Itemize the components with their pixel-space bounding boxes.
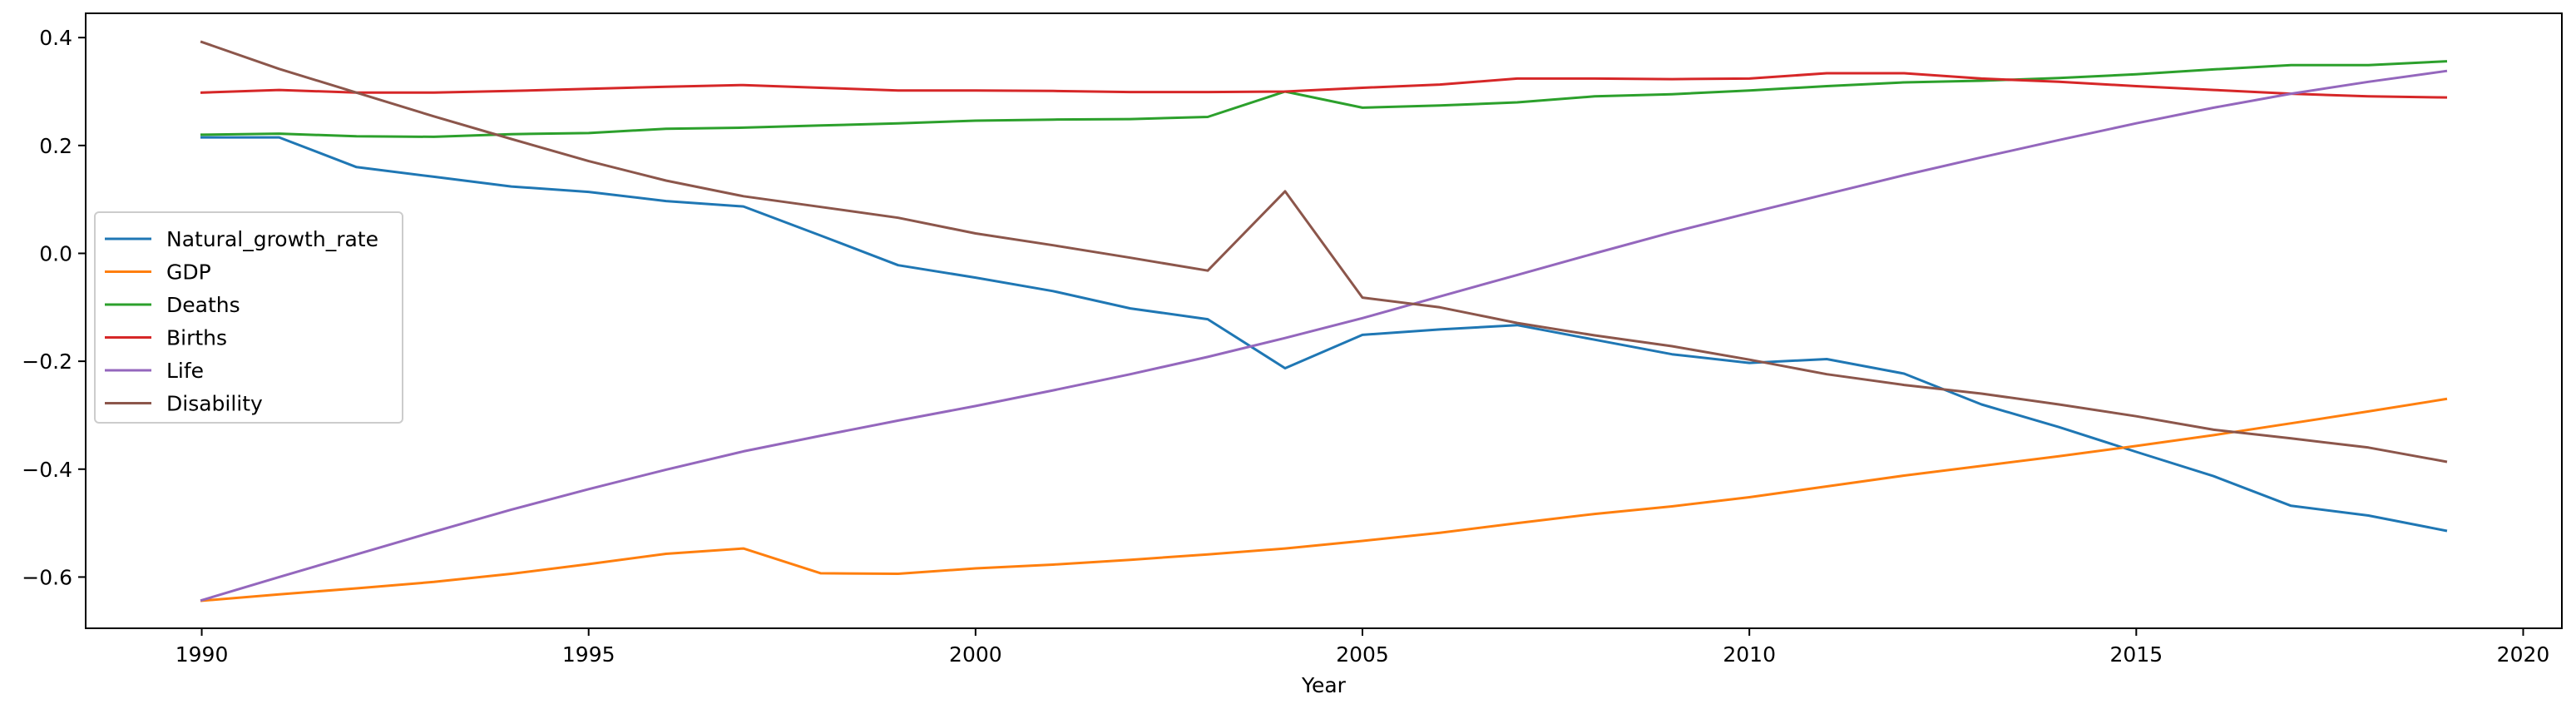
y-tick-label: 0.4 [39,26,72,50]
y-tick-label: 0.0 [39,241,72,265]
legend-label: Life [166,359,204,383]
series-line-natural-growth-rate [200,136,2448,533]
series-line-deaths [200,60,2448,138]
x-tick-label: 1995 [562,642,616,667]
legend-box [94,211,403,424]
series-line-gdp [200,397,2448,602]
x-tick-label: 2005 [1336,642,1389,667]
plot-frame [85,12,2563,629]
y-tick-label: −0.2 [22,350,72,374]
x-tick-label: 1990 [176,642,229,667]
legend-label: Births [166,326,227,350]
y-tick-label: 0.2 [39,134,72,158]
x-axis-label: Year [1301,673,1347,697]
x-tick-label: 2000 [949,642,1002,667]
y-axis: 0.4 0.2 0.0 −0.2 −0.4 −0.6 [22,26,86,589]
legend-label: Deaths [166,293,240,317]
x-tick-label: 2020 [2497,642,2550,667]
x-tick-label: 2015 [2110,642,2163,667]
series-line-life [200,69,2448,602]
x-axis: 1990 1995 2000 2005 2010 2015 2020 [176,628,2550,667]
series-line-disability [200,40,2448,464]
y-tick-label: −0.6 [22,565,72,589]
legend-label: GDP [166,260,211,285]
legend: Natural_growth_rate GDP Deaths Births Life Di… [94,211,403,424]
legend-label: Disability [166,392,263,416]
series-line-births [200,72,2448,99]
legend-label: Natural_growth_rate [166,227,378,251]
series-lines [200,40,2448,602]
x-tick-label: 2010 [1723,642,1776,667]
y-tick-label: −0.4 [22,458,72,482]
